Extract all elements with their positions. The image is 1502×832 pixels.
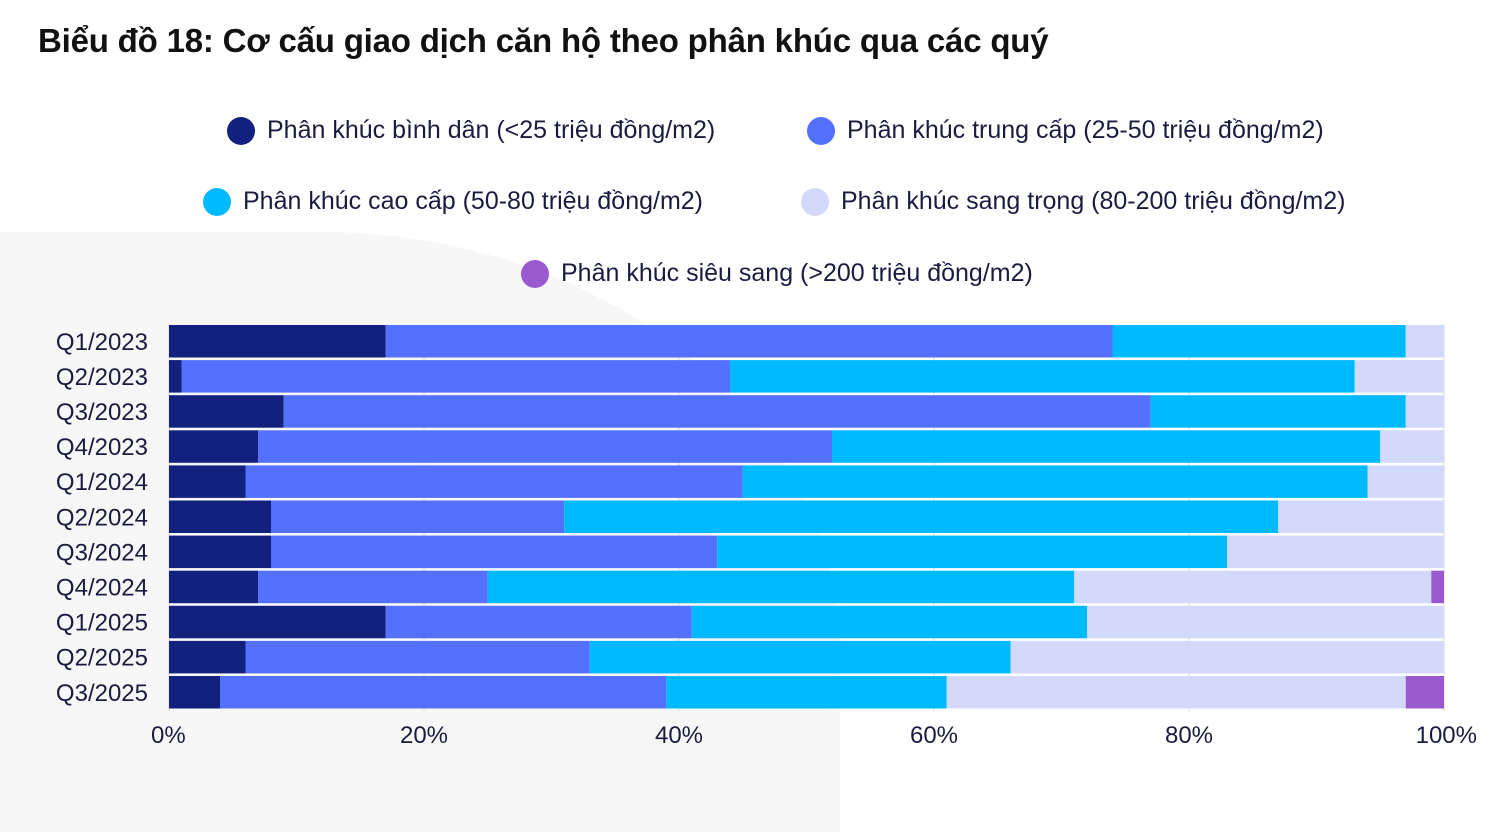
bar-q3-2025-series-0 xyxy=(169,676,220,709)
bar-q3-2025-series-2 xyxy=(666,676,947,709)
bar-q1-2025-series-3 xyxy=(1087,605,1444,639)
y-tick-label-q3-2023: Q3/2023 xyxy=(56,399,148,426)
legend-item-binh-dan: Phân khúc bình dân (<25 triệu đồng/m2) xyxy=(227,116,715,145)
legend-item-sieu-sang: Phân khúc siêu sang (>200 triệu đồng/m2) xyxy=(521,259,1033,288)
bar-q2-2024-series-1 xyxy=(271,500,565,533)
bar-q1-2025-series-1 xyxy=(385,605,692,639)
bar-q4-2024-series-3 xyxy=(1074,570,1432,604)
stacked-bar-chart: Q1/2023 Q2/2023 Q3/2023 Q4/2023 Q1/2024 Q2/20… xyxy=(56,325,1477,749)
legend-dot-cao-cap xyxy=(203,187,231,216)
legend-label-sang-trong: Phân khúc sang trọng (80-200 triệu đồng/… xyxy=(841,187,1346,215)
x-tick-label-0: 0% xyxy=(151,722,186,749)
bar-q2-2023-series-2 xyxy=(730,360,1355,393)
x-tick-label-4: 80% xyxy=(1165,722,1213,749)
bar-q3-2023-series-1 xyxy=(283,395,1151,428)
y-tick-label-q3-2025: Q3/2025 xyxy=(56,680,148,707)
bar-q2-2024-series-3 xyxy=(1278,500,1444,533)
bar-q4-2023-series-3 xyxy=(1380,430,1444,463)
y-tick-label-q4-2023: Q4/2023 xyxy=(56,434,148,461)
bar-q2-2025-series-3 xyxy=(1010,640,1444,674)
y-tick-label-q2-2023: Q2/2023 xyxy=(56,364,148,391)
bar-q3-2025-series-1 xyxy=(220,676,667,709)
bar-q1-2023-series-1 xyxy=(385,325,1113,358)
bar-q1-2023-series-0 xyxy=(169,325,386,358)
bar-q2-2024-series-2 xyxy=(564,500,1279,533)
x-tick-label-3: 60% xyxy=(910,722,958,749)
y-tick-label-q3-2024: Q3/2024 xyxy=(56,539,148,566)
y-tick-label-q2-2025: Q2/2025 xyxy=(56,645,148,672)
x-tick-label-5: 100% xyxy=(1416,722,1477,749)
bar-q3-2024-series-1 xyxy=(271,535,718,569)
bar-q1-2024-series-0 xyxy=(169,465,246,498)
bar-q1-2025-series-0 xyxy=(169,605,386,639)
bar-q3-2023-series-0 xyxy=(169,395,284,428)
legend-label-sieu-sang: Phân khúc siêu sang (>200 triệu đồng/m2) xyxy=(561,259,1033,287)
bar-q1-2024-series-3 xyxy=(1367,465,1444,498)
legend-label-binh-dan: Phân khúc bình dân (<25 triệu đồng/m2) xyxy=(267,116,716,144)
x-tick-label-2: 40% xyxy=(655,722,703,749)
bar-q2-2023-series-3 xyxy=(1354,360,1444,393)
bar-q4-2024-series-2 xyxy=(487,570,1075,604)
bar-q1-2023-series-2 xyxy=(1112,325,1406,358)
legend-dot-binh-dan xyxy=(227,116,255,145)
bar-q3-2024-series-2 xyxy=(717,535,1228,569)
chart-title: Biểu đồ 18: Cơ cấu giao dịch căn hộ theo… xyxy=(38,22,1049,59)
x-tick-label-1: 20% xyxy=(400,722,448,749)
legend-label-trung-cap: Phân khúc trung cấp (25-50 triệu đồng/m2… xyxy=(847,116,1324,144)
bar-q2-2023-series-0 xyxy=(169,360,182,393)
legend-dot-trung-cap xyxy=(807,116,835,145)
legend-dot-sieu-sang xyxy=(521,259,549,288)
y-tick-label-q1-2024: Q1/2024 xyxy=(56,469,148,496)
bar-q4-2024-series-0 xyxy=(169,570,259,604)
bar-q3-2025-series-4 xyxy=(1405,676,1444,709)
legend-item-sang-trong: Phân khúc sang trọng (80-200 triệu đồng/… xyxy=(801,187,1345,216)
bar-q4-2023-series-2 xyxy=(832,430,1381,463)
bar-q1-2025-series-2 xyxy=(691,605,1087,639)
y-tick-label-q1-2023: Q1/2023 xyxy=(56,329,148,356)
y-tick-label-q1-2025: Q1/2025 xyxy=(56,610,148,637)
bar-q1-2023-series-3 xyxy=(1405,325,1444,358)
legend-item-cao-cap: Phân khúc cao cấp (50-80 triệu đồng/m2) xyxy=(203,187,703,216)
bar-q4-2024-series-1 xyxy=(258,570,488,604)
bar-q2-2025-series-2 xyxy=(589,640,1011,674)
bar-q1-2024-series-1 xyxy=(245,465,743,498)
bar-q2-2024-series-0 xyxy=(169,500,271,533)
bar-q3-2025-series-3 xyxy=(946,676,1406,709)
bar-q2-2025-series-0 xyxy=(169,640,246,674)
bar-q3-2024-series-0 xyxy=(169,535,271,569)
bar-q2-2023-series-1 xyxy=(181,360,730,393)
bar-q4-2024-series-4 xyxy=(1431,570,1444,604)
bar-q2-2025-series-1 xyxy=(245,640,590,674)
bar-q3-2024-series-3 xyxy=(1227,535,1444,569)
y-tick-label-q4-2024: Q4/2024 xyxy=(56,574,148,601)
bar-q3-2023-series-3 xyxy=(1405,395,1444,428)
bar-q1-2024-series-2 xyxy=(742,465,1368,498)
y-tick-label-q2-2024: Q2/2024 xyxy=(56,504,148,531)
bar-q4-2023-series-1 xyxy=(258,430,832,463)
legend-dot-sang-trong xyxy=(801,187,829,216)
bar-q3-2023-series-2 xyxy=(1150,395,1406,428)
legend-label-cao-cap: Phân khúc cao cấp (50-80 triệu đồng/m2) xyxy=(243,187,703,215)
bar-q4-2023-series-0 xyxy=(169,430,259,463)
legend-item-trung-cap: Phân khúc trung cấp (25-50 triệu đồng/m2… xyxy=(807,116,1324,145)
